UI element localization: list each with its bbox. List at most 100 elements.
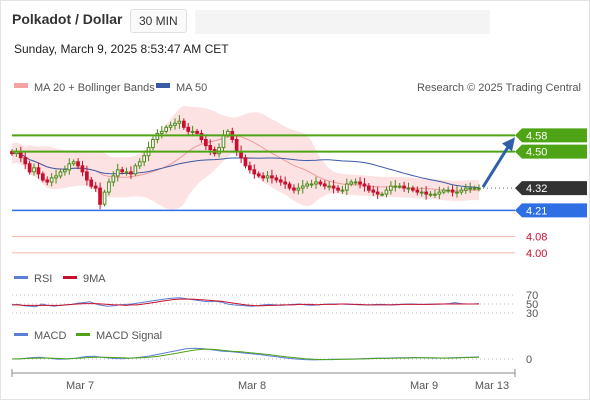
candle-body — [36, 167, 41, 175]
ma50-legend-label: MA 50 — [176, 82, 207, 94]
candle-body — [468, 187, 472, 190]
candle-body — [437, 191, 442, 195]
resistance-label: 4.50 — [526, 147, 547, 159]
research-credit: Research © 2025 Trading Central — [417, 82, 581, 94]
candle-body — [208, 145, 213, 151]
candle-body — [287, 183, 292, 189]
candle-body — [129, 171, 133, 175]
candle-body — [248, 165, 252, 171]
candle-body — [472, 187, 477, 190]
candle-body — [424, 191, 428, 195]
candle-body — [23, 157, 28, 165]
candle-body — [133, 165, 138, 175]
candle-body — [49, 177, 54, 183]
price-panel — [10, 105, 481, 210]
candle-body — [415, 189, 420, 193]
candle-body — [41, 173, 45, 181]
candle-body — [107, 181, 111, 193]
candle-body — [173, 122, 177, 126]
rsi-ma-legend-swatch — [63, 276, 77, 279]
candle-body — [283, 181, 287, 185]
candle-body — [419, 191, 424, 194]
x-tick-label: Mar 13 — [475, 380, 509, 392]
candle-body — [32, 167, 36, 173]
support-label: 4.21 — [526, 205, 547, 217]
candle-body — [367, 185, 371, 191]
candle-body — [375, 191, 380, 195]
current-price-label: 4.32 — [526, 183, 547, 195]
candle-body — [274, 177, 279, 181]
candle-body — [265, 175, 270, 179]
candle-body — [261, 175, 265, 179]
candle-body — [67, 163, 72, 171]
candle-body — [63, 169, 67, 173]
candle-body — [93, 185, 98, 189]
candle-body — [256, 173, 261, 177]
candle-body — [314, 181, 318, 185]
lower-target-label: 4.08 — [526, 232, 547, 244]
candle-body — [80, 165, 85, 173]
candle-body — [450, 189, 455, 193]
resistance-label-box — [515, 128, 587, 143]
candle-body — [159, 130, 164, 134]
lower-target-label: 4.00 — [526, 248, 547, 260]
candle-body — [336, 187, 340, 191]
candle-body — [54, 175, 58, 179]
candle-body — [168, 124, 173, 128]
x-tick-label: Mar 7 — [66, 380, 94, 392]
rsi-level-label: 30 — [526, 308, 538, 320]
candle-body — [331, 185, 336, 189]
candle-body — [305, 183, 309, 187]
rsi-level-label: 70 — [526, 290, 538, 302]
candle-body — [252, 169, 257, 175]
candle-body — [278, 179, 283, 183]
candle-body — [441, 189, 446, 193]
candle-body — [111, 175, 116, 183]
candle-body — [393, 185, 398, 188]
candle-body — [164, 126, 169, 132]
candle-body — [477, 187, 481, 190]
candle-body — [380, 193, 384, 196]
candle-body — [186, 126, 191, 132]
candle-body — [155, 132, 160, 140]
candle-body — [195, 130, 199, 134]
candle-body — [411, 187, 415, 191]
candle-body — [389, 185, 393, 191]
rsi-level-label: 50 — [526, 299, 538, 311]
candle-body — [71, 161, 76, 165]
candle-body — [309, 183, 314, 186]
candle-body — [89, 179, 94, 187]
candle-body — [463, 187, 468, 191]
timeframe-badge[interactable]: 30 MIN — [130, 9, 187, 33]
x-tick-label: Mar 9 — [410, 380, 438, 392]
macd-panel: 0 — [11, 347, 532, 366]
price-levels: 4.58 4.50 4.32 4.21 4.08 4.00 — [12, 128, 587, 260]
background-watermark: ▆▆▆▆▆▆▆▆▆▆▆▆▆▆ — [196, 3, 490, 33]
candle-body — [151, 139, 155, 149]
candle-body — [292, 187, 296, 191]
candle-body — [199, 132, 204, 140]
current-price-label-box — [515, 181, 587, 196]
candle-body — [459, 189, 464, 193]
candle-body — [455, 191, 459, 194]
candle-body — [318, 181, 323, 185]
candle-body — [358, 181, 362, 185]
candle-body — [322, 183, 327, 187]
candle-body — [124, 171, 129, 174]
candle-body — [371, 189, 376, 193]
ma20-legend-label: MA 20 + Bollinger Bands — [34, 82, 155, 94]
macd-zero-label: 0 — [526, 354, 532, 366]
resistance-label: 4.58 — [526, 130, 547, 142]
ma50-legend-swatch — [156, 83, 170, 88]
candle-body — [327, 185, 331, 188]
candle-body — [353, 181, 358, 184]
candle-body — [27, 163, 32, 173]
candle-body — [102, 191, 107, 205]
candle-body — [98, 187, 102, 205]
candle-body — [397, 185, 402, 188]
macd-signal-legend-label: MACD Signal — [96, 330, 162, 342]
macd-legend-label: MACD — [34, 330, 66, 342]
projection-arrow-shaft — [481, 144, 511, 188]
candle-body — [362, 183, 367, 187]
